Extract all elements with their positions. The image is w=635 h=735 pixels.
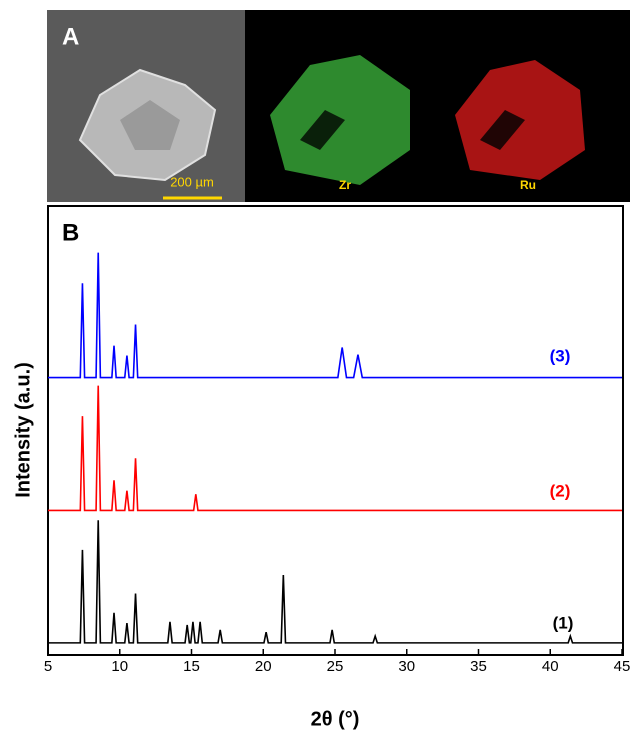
plot-frame (48, 206, 623, 655)
x-tick-label: 30 (398, 658, 415, 675)
xrd-pattern (48, 253, 622, 378)
x-tick-label: 40 (542, 658, 559, 675)
x-tick-label: 5 (44, 658, 52, 675)
panel-a: A 200 µm Zr Ru (47, 10, 630, 202)
series-label: (2) (550, 481, 571, 500)
x-tick-label: 45 (614, 658, 631, 675)
x-tick-label: 20 (255, 658, 272, 675)
x-tick-label: 35 (470, 658, 487, 675)
xrd-pattern (48, 520, 622, 643)
scale-bar-label: 200 µm (170, 174, 214, 189)
x-tick-label: 25 (327, 658, 344, 675)
x-axis-label: 2θ (°) (311, 708, 360, 730)
map-label: Zr (339, 178, 351, 192)
panel-label: B (62, 219, 79, 246)
series-label: (3) (550, 346, 571, 365)
x-tick-label: 10 (111, 658, 128, 675)
y-axis-label: Intensity (a.u.) (12, 362, 34, 498)
xrd-pattern (48, 386, 622, 511)
figure: A 200 µm Zr Ru B 2θ (°) Intensity (a.u.)… (0, 0, 635, 735)
x-tick-label: 15 (183, 658, 200, 675)
map-label: Ru (520, 178, 536, 192)
panel-label: A (62, 23, 79, 50)
series-label: (1) (553, 613, 574, 632)
